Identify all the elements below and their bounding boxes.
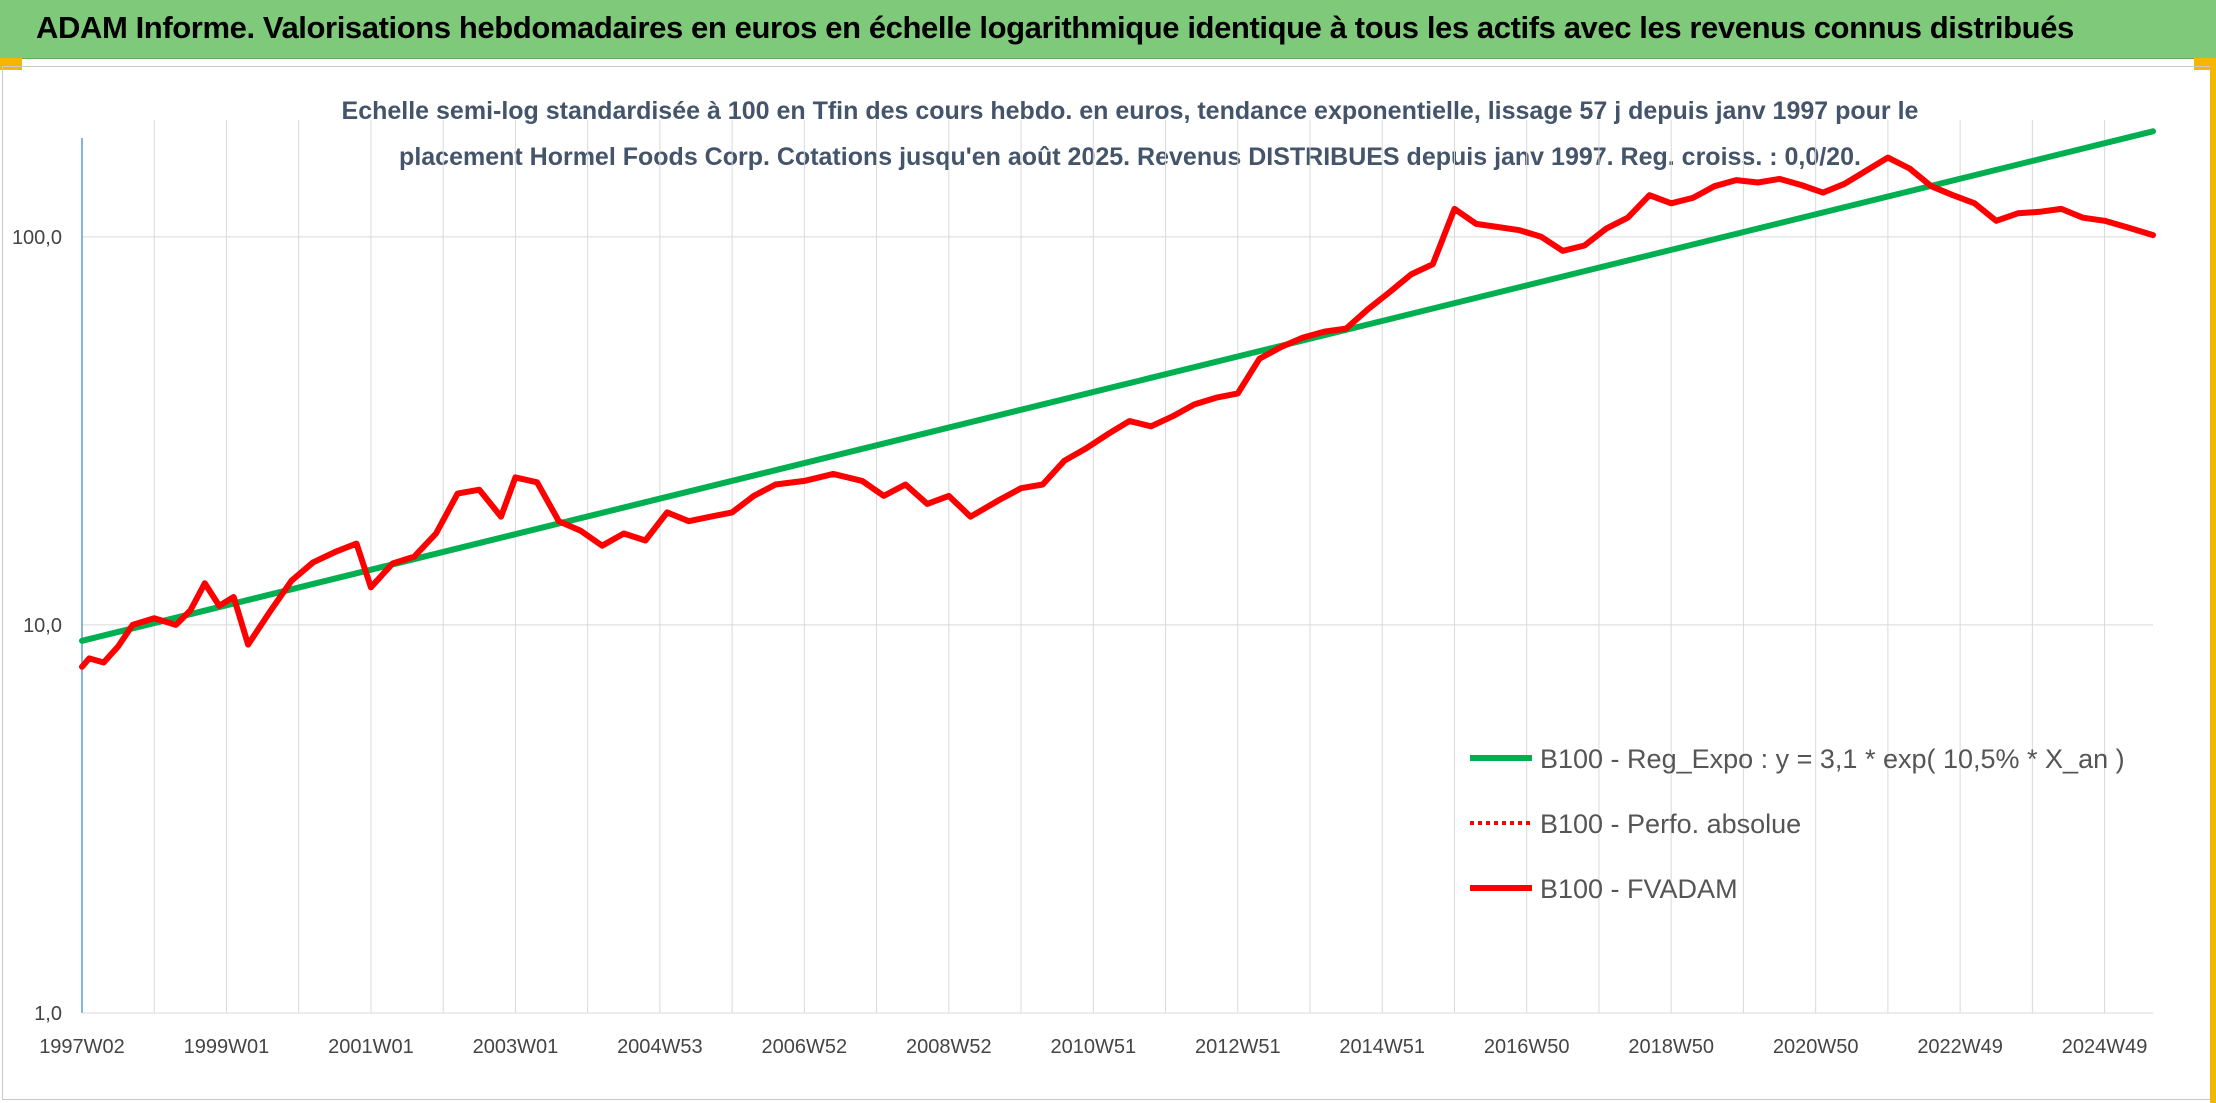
series-line-2 — [79, 154, 2156, 670]
x-tick-label: 2006W52 — [762, 1036, 848, 1058]
x-tick-label: 2020W50 — [1773, 1036, 1859, 1058]
chart-title-line-2: placement Hormel Foods Corp. Cotations j… — [399, 143, 1861, 171]
series-line-0 — [79, 128, 2156, 644]
x-tick-label: 2008W52 — [906, 1036, 992, 1058]
y-tick-label: 10,0 — [23, 615, 62, 637]
y-tick-label: 100,0 — [12, 227, 62, 249]
legend-label-2: B100 - FVADAM — [1540, 874, 1738, 904]
x-tick-label: 2003W01 — [473, 1036, 559, 1058]
x-tick-label: 2001W01 — [328, 1036, 414, 1058]
page-title: ADAM Informe. Valorisations hebdomadaire… — [36, 10, 2074, 45]
x-tick-label: 2022W49 — [1917, 1036, 2003, 1058]
chart-title-line-1: Echelle semi-log standardisée à 100 en T… — [341, 97, 1919, 125]
x-tick-label: 2016W50 — [1484, 1036, 1570, 1058]
x-tick-label: 2024W49 — [2062, 1036, 2148, 1058]
x-tick-label: 1997W02 — [39, 1036, 125, 1058]
x-tick-label: 2004W53 — [617, 1036, 703, 1058]
header-banner: ADAM Informe. Valorisations hebdomadaire… — [0, 0, 2216, 59]
y-tick-label: 1,0 — [34, 1003, 62, 1025]
x-tick-label: 2018W50 — [1628, 1036, 1714, 1058]
x-tick-label: 1999W01 — [184, 1036, 270, 1058]
legend-label-1: B100 - Perfo. absolue — [1540, 809, 1801, 839]
right-edge-bar — [2210, 66, 2216, 1103]
corner-mark-left — [0, 58, 22, 70]
legend-label-0: B100 - Reg_Expo : y = 3,1 * exp( 10,5% *… — [1540, 744, 2125, 774]
x-tick-label: 2014W51 — [1339, 1036, 1425, 1058]
x-tick-label: 2012W51 — [1195, 1036, 1281, 1058]
x-tick-label: 2010W51 — [1050, 1036, 1136, 1058]
